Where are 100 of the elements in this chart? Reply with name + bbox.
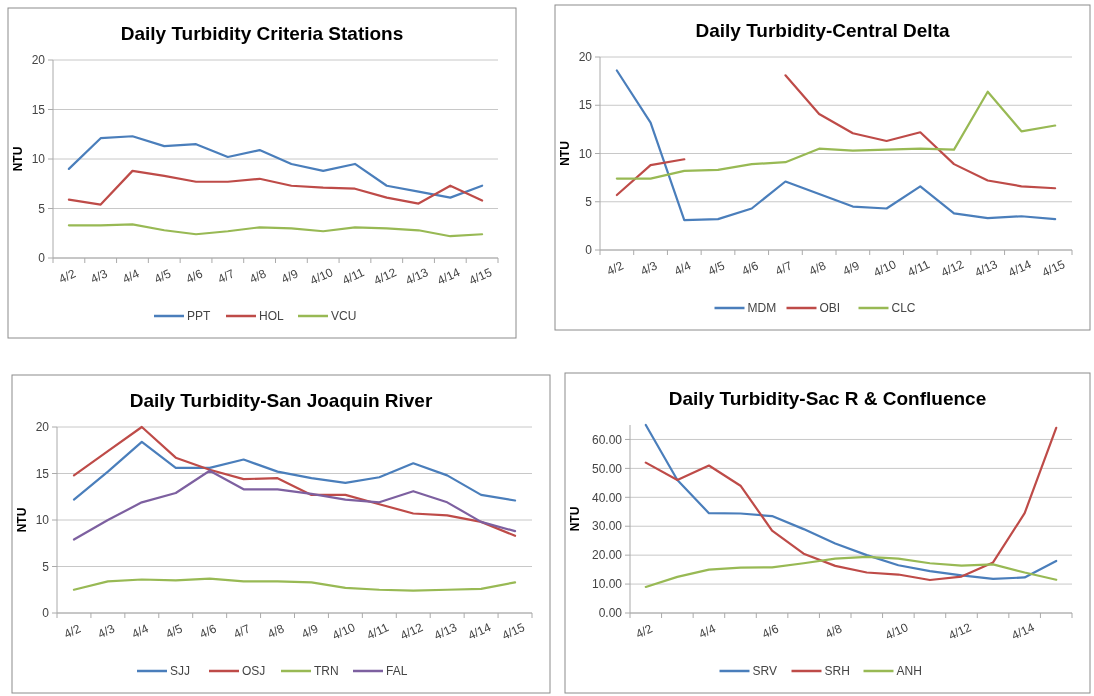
y-tick-label: 30.00 [591, 519, 623, 534]
y-axis-title: NTU [558, 141, 572, 166]
legend-label: SRH [824, 664, 850, 679]
x-tick-label: 4/6 [759, 621, 782, 642]
line-series [72, 425, 517, 537]
y-tick-label: 15 [35, 466, 50, 481]
chart-title: Daily Turbidity Criteria Stations [120, 23, 404, 44]
x-tick-label: 4/2 [61, 621, 84, 642]
x-tick-label: 4/12 [371, 264, 399, 288]
y-tick-label: 20 [578, 50, 593, 65]
y-axis-title: NTU [15, 507, 29, 533]
y-tick-label: 10 [35, 513, 50, 528]
y-axis-title: NTU [568, 506, 582, 532]
x-tick-label: 4/3 [638, 258, 660, 279]
y-tick-label: 0 [38, 251, 46, 266]
x-tick-label: 4/6 [197, 621, 219, 642]
x-tick-label: 4/12 [946, 619, 974, 643]
x-tick-label: 4/5 [163, 621, 185, 642]
y-tick-label: 40.00 [591, 490, 623, 505]
line-series [615, 90, 1057, 180]
y-tick-label: 0 [585, 243, 593, 258]
x-tick-label: 4/11 [905, 257, 933, 280]
x-tick-label: 4/12 [938, 256, 967, 280]
x-tick-label: 4/7 [773, 258, 795, 279]
x-tick-label: 4/14 [435, 264, 463, 288]
y-tick-label: 5 [42, 559, 50, 574]
line-series [72, 469, 517, 541]
line-series [67, 135, 484, 199]
x-tick-label: 4/8 [247, 266, 269, 287]
line-series [644, 555, 1058, 589]
line-series [72, 440, 517, 502]
x-tick-label: 4/13 [972, 256, 1000, 280]
x-tick-label: 4/11 [364, 620, 392, 643]
y-axis-title: NTU [11, 146, 25, 172]
x-tick-label: 4/13 [403, 264, 431, 288]
x-tick-label: 4/8 [806, 258, 829, 279]
x-tick-label: 4/9 [840, 258, 862, 279]
y-tick-label: 15 [31, 102, 46, 117]
legend-label: CLC [891, 301, 916, 316]
legend-label: HOL [259, 309, 284, 324]
line-series [67, 169, 484, 206]
x-tick-label: 4/9 [299, 621, 321, 642]
x-tick-label: 4/10 [883, 619, 911, 643]
x-tick-label: 4/7 [215, 266, 237, 287]
chart-title: Daily Turbidity-San Joaquin River [129, 390, 433, 411]
x-tick-label: 4/8 [823, 621, 845, 642]
x-tick-label: 4/6 [183, 266, 206, 287]
x-tick-label: 4/11 [340, 265, 367, 288]
line-series [72, 577, 517, 592]
y-tick-label: 0.00 [598, 606, 623, 621]
x-tick-label: 4/2 [633, 621, 655, 642]
x-tick-label: 4/4 [129, 621, 151, 642]
legend-label: OBI [819, 301, 841, 316]
x-tick-label: 4/14 [465, 619, 494, 643]
y-tick-label: 20.00 [591, 548, 623, 563]
legend-label: MDM [747, 301, 777, 316]
x-tick-label: 4/10 [307, 264, 336, 288]
y-tick-label: 5 [38, 201, 46, 216]
x-tick-label: 4/5 [152, 266, 174, 287]
line-series [615, 69, 1057, 222]
x-tick-label: 4/3 [95, 621, 118, 642]
y-tick-label: 10.00 [591, 577, 623, 592]
x-tick-label: 4/8 [265, 621, 287, 642]
legend-label: ANH [896, 664, 922, 679]
legend-label: SJJ [170, 664, 191, 679]
x-tick-label: 4/15 [499, 619, 528, 643]
x-tick-label: 4/2 [604, 258, 626, 279]
legend-label: SRV [752, 664, 777, 679]
x-tick-label: 4/14 [1006, 256, 1034, 280]
chart-title: Daily Turbidity-Sac R & Confluence [668, 388, 987, 409]
y-tick-label: 5 [585, 194, 593, 209]
x-tick-label: 4/7 [231, 621, 253, 642]
y-tick-label: 0 [42, 606, 50, 621]
legend-label: PPT [187, 309, 212, 324]
x-tick-label: 4/6 [739, 258, 761, 279]
x-tick-label: 4/2 [56, 266, 79, 287]
y-tick-label: 60.00 [591, 432, 623, 447]
y-tick-label: 20 [35, 420, 50, 435]
x-tick-label: 4/4 [120, 266, 142, 287]
x-tick-label: 4/4 [672, 258, 694, 279]
x-tick-label: 4/4 [696, 621, 719, 642]
x-tick-label: 4/14 [1009, 619, 1037, 643]
x-tick-label: 4/12 [398, 619, 426, 643]
line-series [67, 223, 484, 238]
y-tick-label: 50.00 [591, 461, 623, 476]
x-tick-label: 4/13 [431, 619, 460, 643]
chart-title: Daily Turbidity-Central Delta [695, 20, 950, 41]
x-tick-label: 4/3 [88, 266, 110, 287]
legend-label: VCU [331, 309, 357, 324]
y-tick-label: 10 [31, 152, 46, 167]
legend-label: TRN [314, 664, 339, 679]
x-tick-label: 4/9 [279, 266, 301, 287]
legend-label: FAL [386, 664, 408, 679]
y-tick-label: 20 [31, 53, 46, 68]
x-tick-label: 4/5 [705, 258, 728, 279]
x-tick-label: 4/10 [871, 256, 899, 280]
x-tick-label: 4/10 [330, 619, 358, 643]
y-tick-label: 10 [578, 146, 593, 161]
legend-label: OSJ [242, 664, 266, 679]
x-tick-label: 4/15 [1039, 256, 1068, 280]
